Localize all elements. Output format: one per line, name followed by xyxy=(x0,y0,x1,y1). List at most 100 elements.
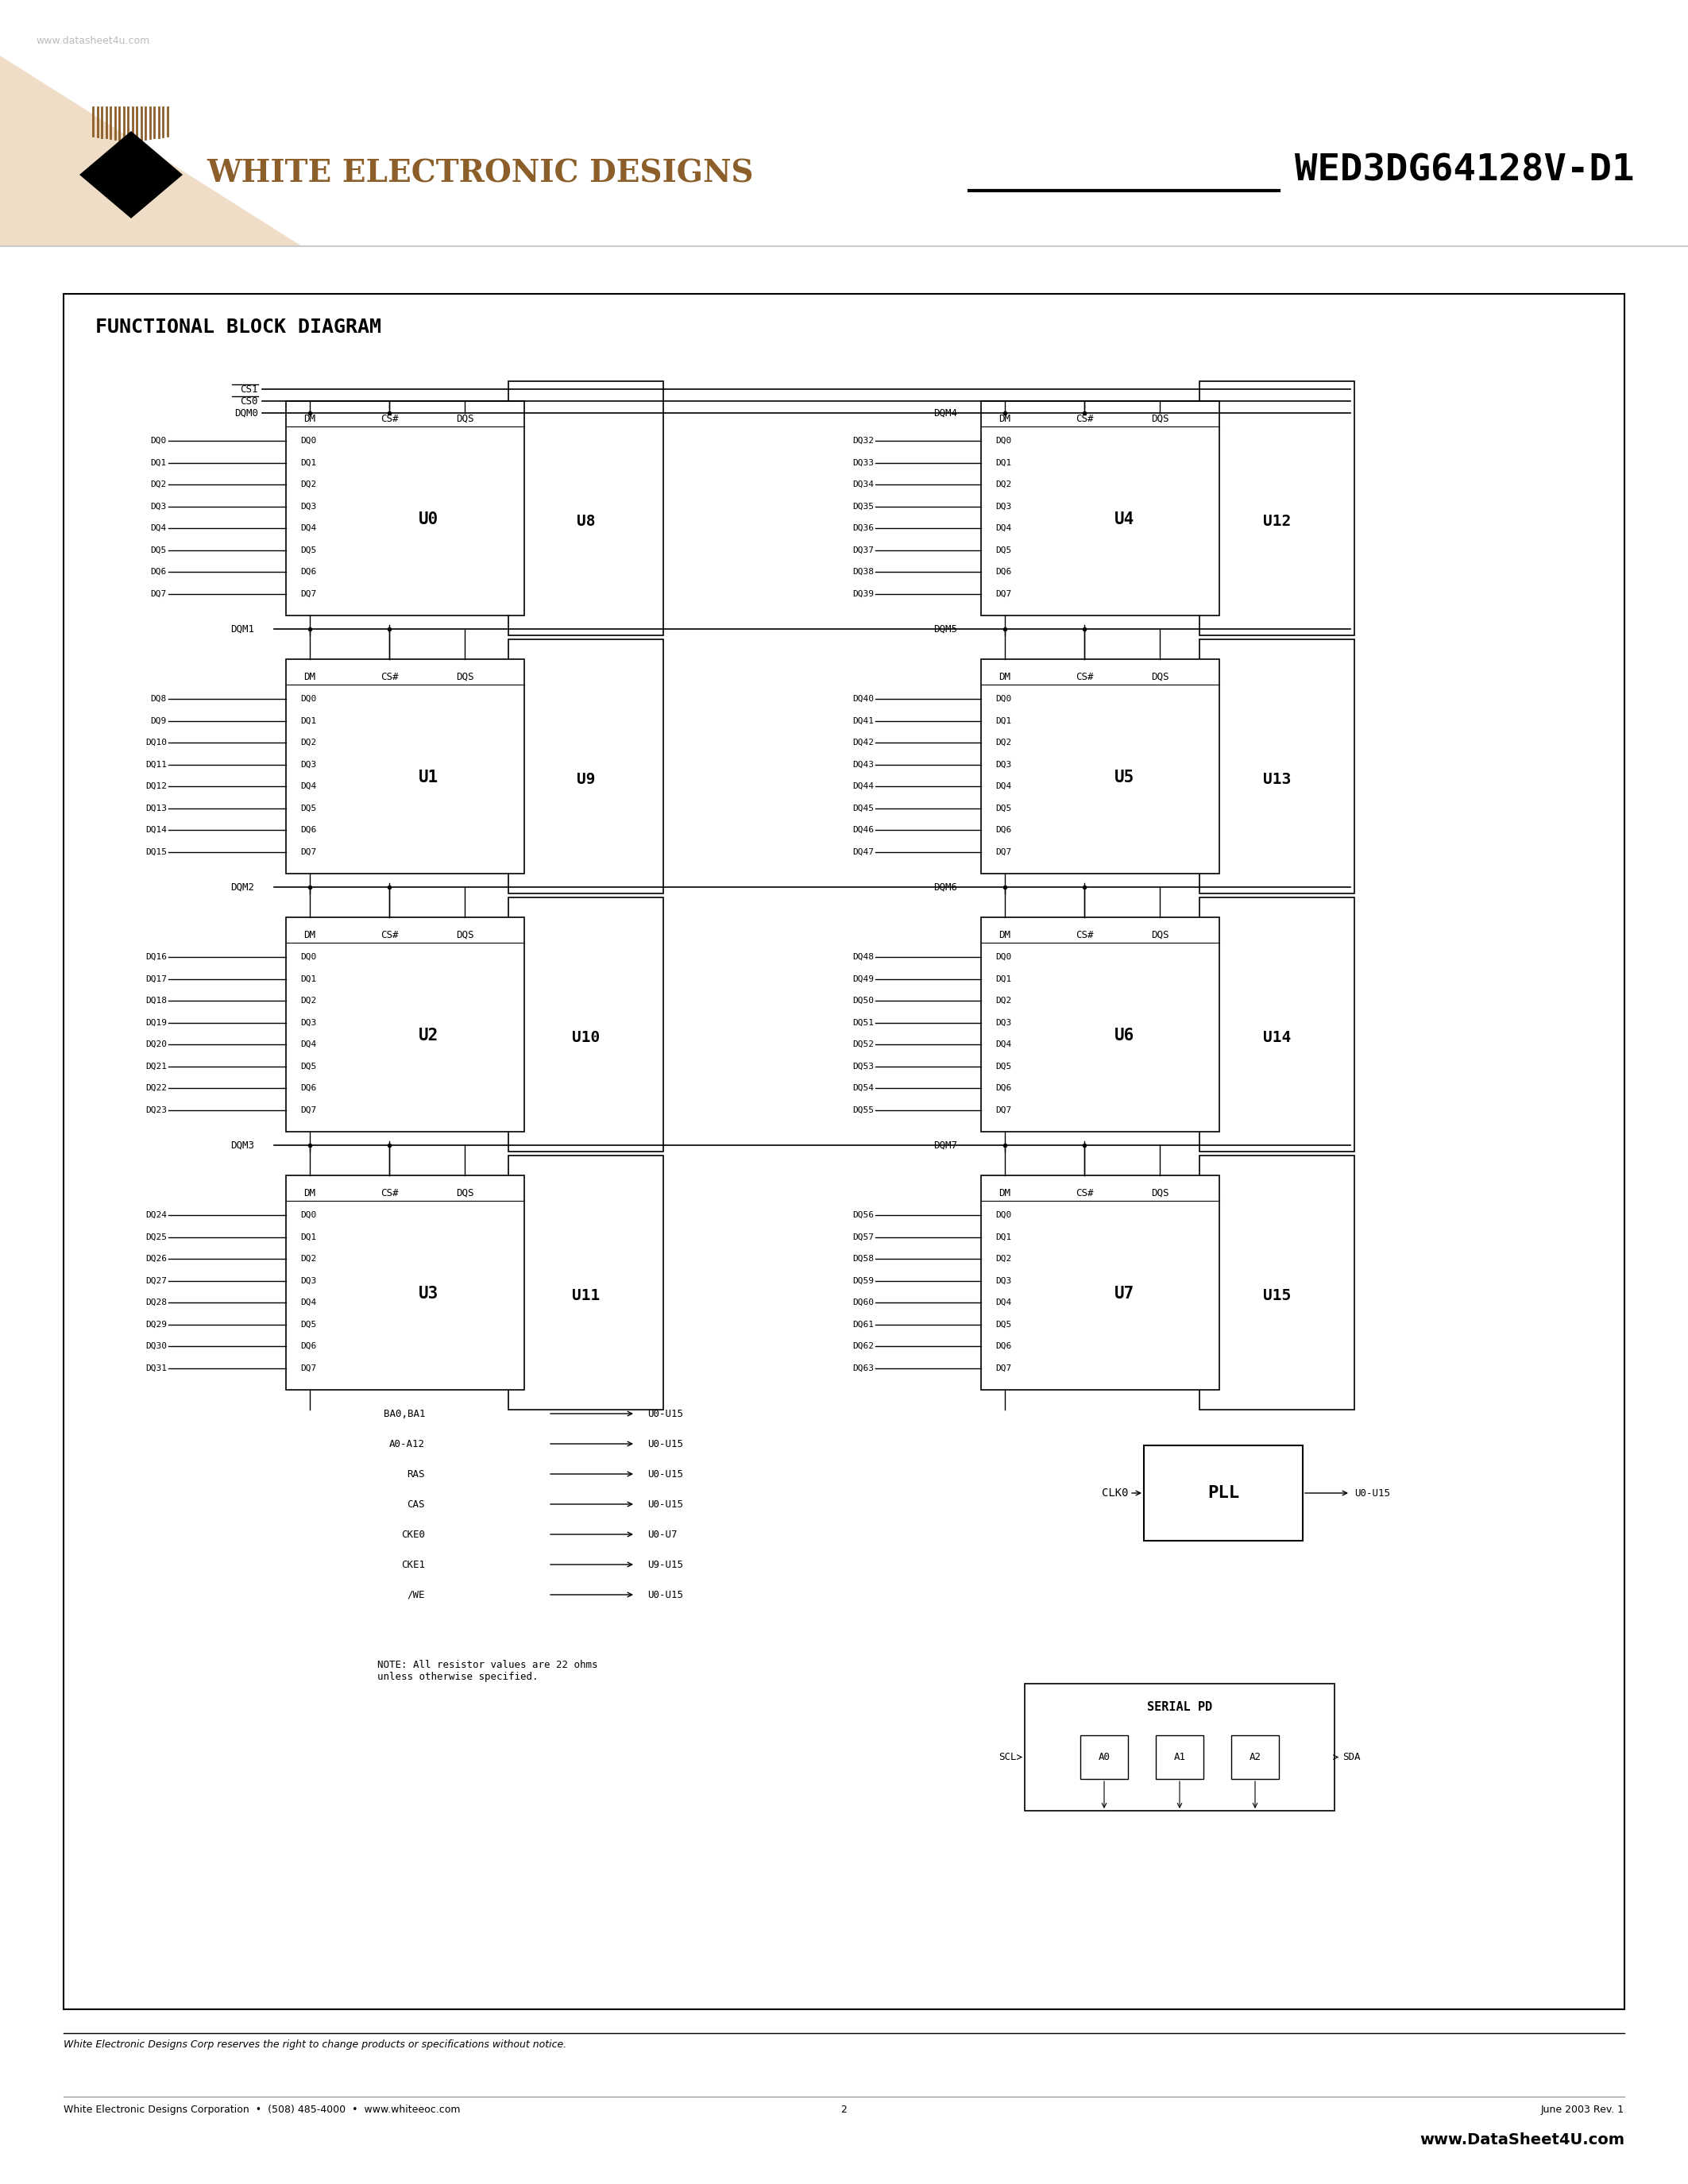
Text: DQ2: DQ2 xyxy=(996,1256,1011,1262)
Text: DQ1: DQ1 xyxy=(300,1234,316,1241)
Polygon shape xyxy=(0,55,302,247)
Text: DQS: DQS xyxy=(1151,413,1168,424)
Text: SCL: SCL xyxy=(999,1752,1016,1762)
Text: DQ6: DQ6 xyxy=(996,826,1011,834)
Text: DQ62: DQ62 xyxy=(852,1343,874,1350)
Text: DQ3: DQ3 xyxy=(300,1278,316,1284)
Text: DQM0: DQM0 xyxy=(235,408,258,417)
Text: DQ21: DQ21 xyxy=(145,1061,167,1070)
Text: DQ31: DQ31 xyxy=(145,1365,167,1372)
Bar xyxy=(1144,1446,1303,1540)
Text: DQ1: DQ1 xyxy=(150,459,167,467)
Text: DQS: DQS xyxy=(456,1188,474,1199)
Bar xyxy=(508,898,663,1151)
Text: DQ4: DQ4 xyxy=(150,524,167,533)
Text: DQ7: DQ7 xyxy=(300,1365,316,1372)
Text: DQ51: DQ51 xyxy=(852,1018,874,1026)
Text: U6: U6 xyxy=(1114,1026,1134,1044)
Text: DQM7: DQM7 xyxy=(933,1140,957,1151)
Text: NOTE: All resistor values are 22 ohms
unless otherwise specified.: NOTE: All resistor values are 22 ohms un… xyxy=(378,1660,598,1682)
Text: DQS: DQS xyxy=(1151,930,1168,939)
Text: U15: U15 xyxy=(1263,1289,1291,1304)
Bar xyxy=(1200,1155,1354,1409)
Text: DQ37: DQ37 xyxy=(852,546,874,555)
Bar xyxy=(508,382,663,636)
Text: U9: U9 xyxy=(577,771,596,786)
Text: DQ55: DQ55 xyxy=(852,1105,874,1114)
Text: DQ34: DQ34 xyxy=(852,480,874,489)
Text: DQ2: DQ2 xyxy=(300,996,316,1005)
Polygon shape xyxy=(79,131,182,218)
Text: DQ1: DQ1 xyxy=(300,716,316,725)
Text: DQ0: DQ0 xyxy=(300,952,316,961)
Text: DM: DM xyxy=(999,413,1011,424)
Text: DQ16: DQ16 xyxy=(145,952,167,961)
Text: DQ39: DQ39 xyxy=(852,590,874,598)
Text: DQ54: DQ54 xyxy=(852,1083,874,1092)
Text: DQ23: DQ23 xyxy=(145,1105,167,1114)
Text: DQ1: DQ1 xyxy=(300,974,316,983)
Text: DQ2: DQ2 xyxy=(996,996,1011,1005)
Text: DQM5: DQM5 xyxy=(933,625,957,633)
Text: WED3DG64128V-D1: WED3DG64128V-D1 xyxy=(1295,153,1634,188)
Text: DM: DM xyxy=(304,1188,316,1199)
Text: A1: A1 xyxy=(1173,1752,1185,1762)
Text: U0-U15: U0-U15 xyxy=(648,1590,684,1601)
Text: DQ60: DQ60 xyxy=(852,1299,874,1306)
Bar xyxy=(285,1175,525,1389)
Text: DQ3: DQ3 xyxy=(300,502,316,511)
Text: DQ19: DQ19 xyxy=(145,1018,167,1026)
Text: CS#: CS# xyxy=(380,413,398,424)
Text: DQ6: DQ6 xyxy=(300,568,316,577)
Text: DQ52: DQ52 xyxy=(852,1040,874,1048)
Text: U4: U4 xyxy=(1114,511,1134,526)
Text: DQM6: DQM6 xyxy=(933,882,957,893)
Text: U3: U3 xyxy=(419,1286,439,1302)
Bar xyxy=(285,402,525,616)
Text: DQ59: DQ59 xyxy=(852,1278,874,1284)
Bar xyxy=(981,917,1219,1131)
Text: DQ0: DQ0 xyxy=(300,1212,316,1219)
Text: DQ3: DQ3 xyxy=(996,502,1011,511)
Text: DQ26: DQ26 xyxy=(145,1256,167,1262)
Text: DQ7: DQ7 xyxy=(150,590,167,598)
Text: DQS: DQS xyxy=(1151,670,1168,681)
Text: WHITE ELECTRONIC DESIGNS: WHITE ELECTRONIC DESIGNS xyxy=(206,157,753,188)
Bar xyxy=(1025,1684,1335,1811)
Text: DQ2: DQ2 xyxy=(150,480,167,489)
Bar xyxy=(981,402,1219,616)
Text: DQ3: DQ3 xyxy=(300,1018,316,1026)
Text: DQ32: DQ32 xyxy=(852,437,874,446)
Text: U5: U5 xyxy=(1114,769,1134,784)
Text: BA0,BA1: BA0,BA1 xyxy=(383,1409,425,1420)
Text: DQS: DQS xyxy=(1151,1188,1168,1199)
Text: DQS: DQS xyxy=(456,670,474,681)
Text: U12: U12 xyxy=(1263,513,1291,529)
Text: DQ7: DQ7 xyxy=(996,590,1011,598)
Text: DQ35: DQ35 xyxy=(852,502,874,511)
Text: U11: U11 xyxy=(572,1289,599,1304)
Text: RAS: RAS xyxy=(407,1470,425,1479)
Text: DQM2: DQM2 xyxy=(230,882,255,893)
Text: DQ49: DQ49 xyxy=(852,974,874,983)
Text: DM: DM xyxy=(304,413,316,424)
Text: DQM1: DQM1 xyxy=(230,625,255,633)
Text: DQ14: DQ14 xyxy=(145,826,167,834)
Text: DM: DM xyxy=(304,670,316,681)
Text: DQ41: DQ41 xyxy=(852,716,874,725)
Text: DQM3: DQM3 xyxy=(230,1140,255,1151)
Text: DQS: DQS xyxy=(456,930,474,939)
Text: U0-U15: U0-U15 xyxy=(648,1439,684,1448)
Text: DQ50: DQ50 xyxy=(852,996,874,1005)
Text: DQ4: DQ4 xyxy=(996,782,1011,791)
Text: DQ6: DQ6 xyxy=(300,826,316,834)
Text: PLL: PLL xyxy=(1207,1485,1239,1500)
Text: DQ27: DQ27 xyxy=(145,1278,167,1284)
Text: FUNCTIONAL BLOCK DIAGRAM: FUNCTIONAL BLOCK DIAGRAM xyxy=(95,317,381,336)
Text: DQ5: DQ5 xyxy=(996,1061,1011,1070)
Text: DQ22: DQ22 xyxy=(145,1083,167,1092)
Text: DQ33: DQ33 xyxy=(852,459,874,467)
Text: DQ45: DQ45 xyxy=(852,804,874,812)
Text: DQ3: DQ3 xyxy=(300,760,316,769)
Text: DQ38: DQ38 xyxy=(852,568,874,577)
